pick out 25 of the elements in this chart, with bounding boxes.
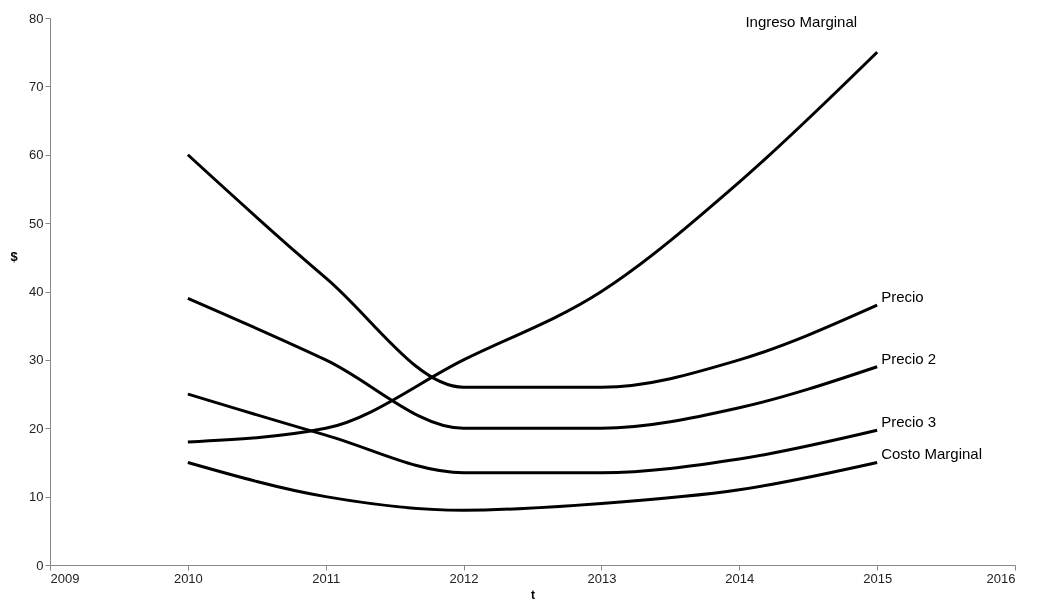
y-tick-label: 0	[36, 557, 44, 573]
y-tick-label: 60	[29, 147, 44, 163]
x-tick-label: 2010	[173, 570, 203, 586]
y-tick-label: 30	[29, 352, 44, 368]
series-label: Costo Marginal	[881, 445, 983, 463]
y-tick-label: 40	[29, 284, 44, 299]
x-tick-label: 2009	[50, 570, 80, 586]
x-tick-label: 2014	[725, 570, 755, 586]
x-tick-label: 2011	[312, 570, 341, 586]
y-tick-label: 70	[29, 78, 44, 94]
y-tick-label: 80	[29, 10, 44, 26]
x-axis-title: t	[531, 587, 535, 602]
series-label: Ingreso Marginal	[745, 13, 858, 31]
y-axis-title: $	[10, 248, 19, 264]
series-label: Precio 2	[881, 349, 937, 367]
x-tick-label: 2013	[587, 570, 617, 586]
x-tick-label: 2015	[863, 570, 893, 586]
series-label: Precio	[881, 288, 924, 306]
y-tick-label: 20	[29, 420, 44, 436]
y-tick-label: 50	[29, 215, 44, 231]
y-tick-label: 10	[29, 489, 44, 505]
x-tick-label: 2012	[449, 570, 479, 586]
series-label: Precio 3	[881, 413, 937, 431]
line-series	[186, 460, 879, 512]
x-tick-label: 2016	[986, 570, 1016, 586]
